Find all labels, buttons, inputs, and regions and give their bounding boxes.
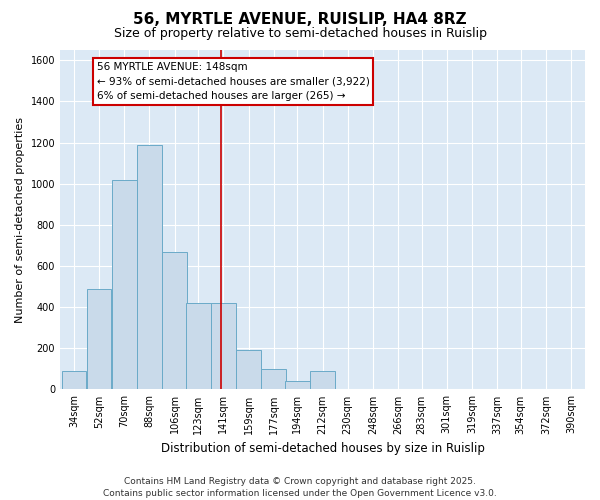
Text: 56, MYRTLE AVENUE, RUISLIP, HA4 8RZ: 56, MYRTLE AVENUE, RUISLIP, HA4 8RZ — [133, 12, 467, 28]
Bar — [137, 144, 162, 390]
X-axis label: Distribution of semi-detached houses by size in Ruislip: Distribution of semi-detached houses by … — [161, 442, 484, 455]
Bar — [261, 369, 286, 390]
Text: Size of property relative to semi-detached houses in Ruislip: Size of property relative to semi-detach… — [113, 28, 487, 40]
Bar — [211, 303, 236, 390]
Bar — [162, 252, 187, 390]
Bar — [62, 371, 86, 390]
Bar — [310, 371, 335, 390]
Bar — [285, 381, 310, 390]
Bar — [236, 350, 261, 390]
Bar — [87, 288, 112, 390]
Y-axis label: Number of semi-detached properties: Number of semi-detached properties — [15, 116, 25, 322]
Text: Contains HM Land Registry data © Crown copyright and database right 2025.
Contai: Contains HM Land Registry data © Crown c… — [103, 476, 497, 498]
Bar — [112, 180, 137, 390]
Bar — [186, 303, 211, 390]
Text: 56 MYRTLE AVENUE: 148sqm
← 93% of semi-detached houses are smaller (3,922)
6% of: 56 MYRTLE AVENUE: 148sqm ← 93% of semi-d… — [97, 62, 370, 102]
